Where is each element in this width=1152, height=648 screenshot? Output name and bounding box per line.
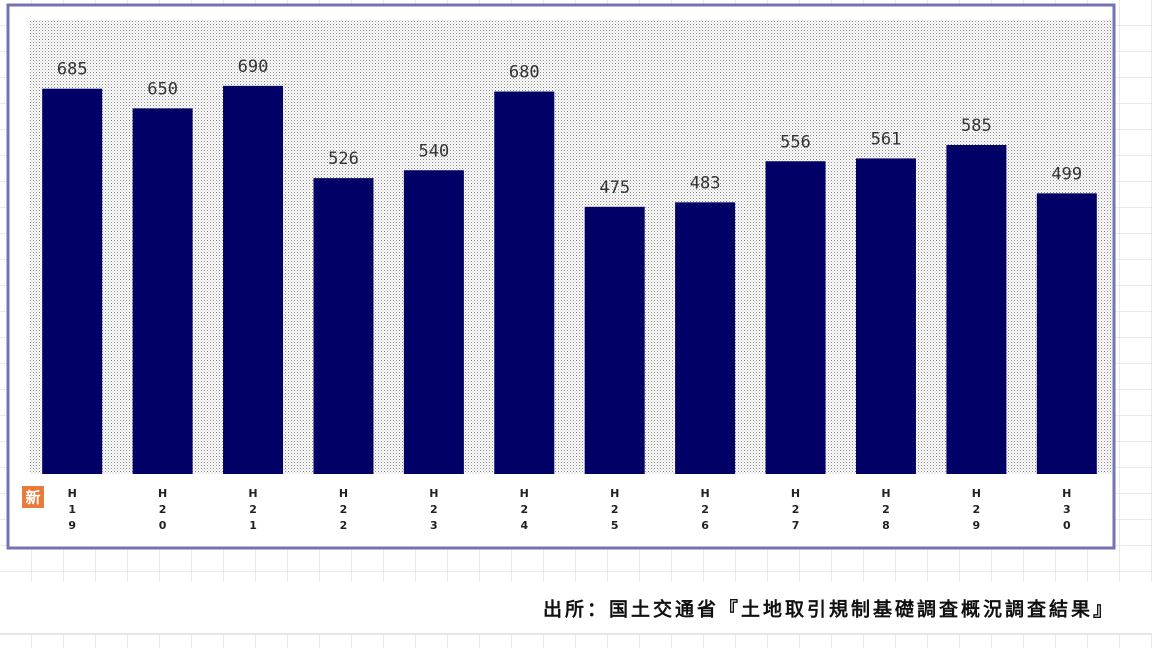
- bar: [946, 144, 1007, 474]
- plot-area: [30, 20, 1112, 474]
- value-label: 526: [328, 149, 359, 169]
- source-row: [0, 582, 1152, 634]
- bar: [403, 170, 464, 474]
- source-note: 出所：国土交通省『土地取引規制基礎調査概況調査結果』: [543, 598, 1115, 621]
- value-label: 585: [961, 116, 992, 136]
- x-tick-label: H24: [518, 487, 531, 535]
- bar: [223, 85, 284, 474]
- x-tick-label: H25: [608, 487, 621, 535]
- x-tick-label: H30: [1060, 487, 1073, 535]
- bar: [1036, 193, 1097, 474]
- value-label: 680: [509, 63, 540, 83]
- value-label: 483: [690, 173, 721, 193]
- x-tick-label: H23: [427, 487, 440, 535]
- value-label: 685: [57, 60, 88, 80]
- value-label: 556: [780, 132, 811, 152]
- bar: [765, 161, 826, 474]
- x-tick-label: H28: [879, 487, 892, 535]
- value-label: 540: [419, 141, 450, 161]
- x-tick-label: H26: [699, 487, 712, 535]
- badge-box: [22, 486, 44, 508]
- bar: [675, 202, 736, 474]
- x-tick-label: H22: [337, 487, 350, 535]
- value-label: 690: [238, 57, 269, 77]
- badge: 新: [25, 489, 40, 507]
- x-tick-label: H20: [156, 487, 169, 535]
- bar: [132, 108, 193, 474]
- value-label: 475: [599, 178, 630, 198]
- value-label: 650: [147, 79, 178, 99]
- bar: [855, 158, 916, 474]
- x-tick-label: H29: [970, 487, 983, 535]
- x-tick-label: H19: [66, 487, 79, 535]
- value-label: 499: [1051, 164, 1082, 184]
- bar: [313, 178, 374, 474]
- x-tick-label: H21: [247, 487, 260, 535]
- bar: [42, 88, 103, 474]
- value-label: 561: [871, 129, 902, 149]
- bar: [494, 91, 555, 474]
- x-tick-label: H27: [789, 487, 802, 535]
- bar: [584, 206, 645, 474]
